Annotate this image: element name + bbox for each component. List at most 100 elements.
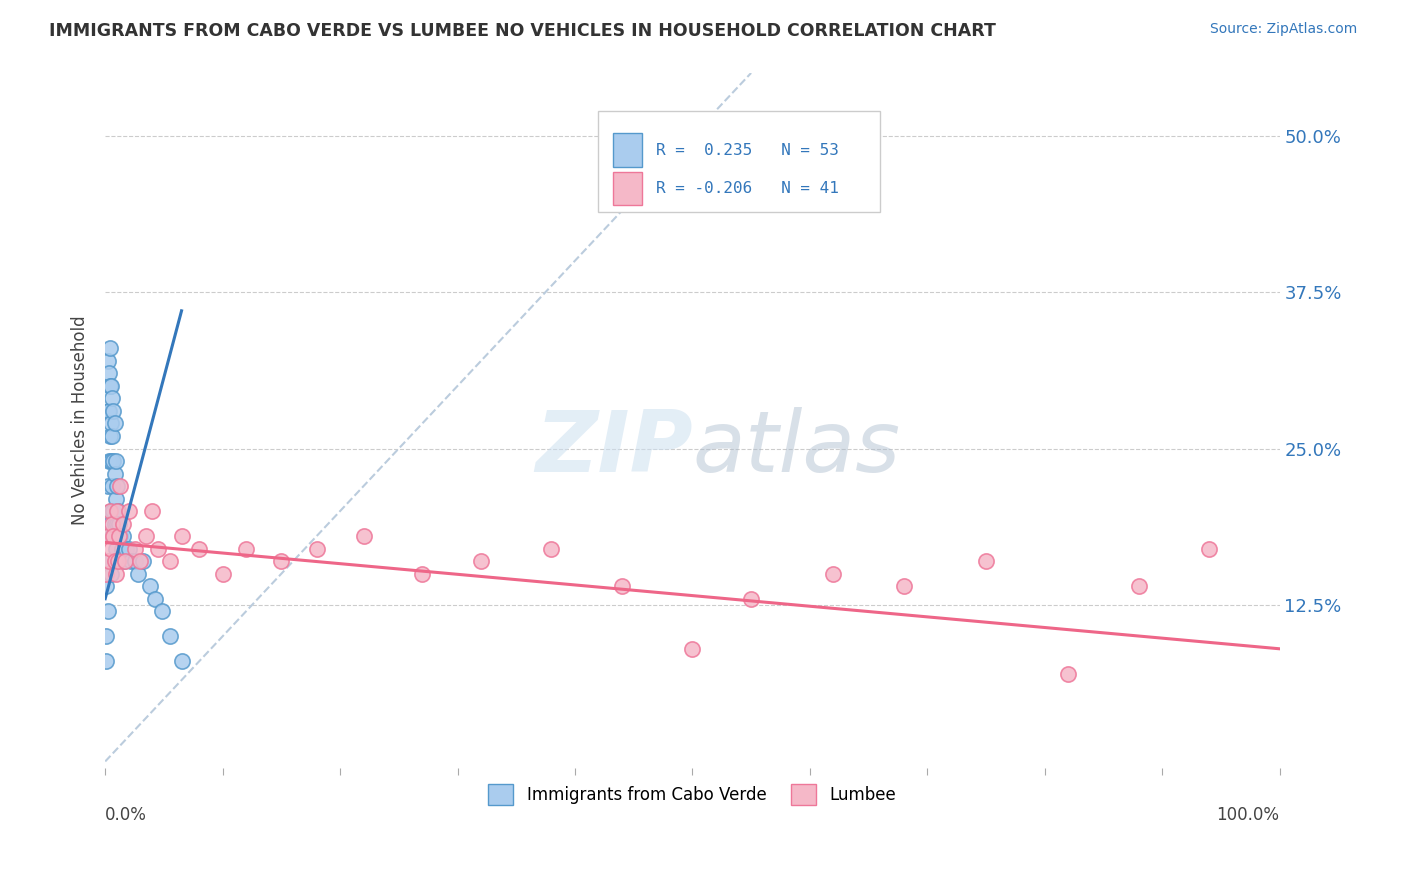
Point: [103, 504, 125, 518]
Point: [98, 342, 121, 356]
Point: [100, 541, 122, 556]
Point: [1128, 579, 1150, 593]
Point: [104, 417, 127, 431]
Point: [96, 654, 118, 668]
Point: [124, 541, 146, 556]
Point: [118, 504, 141, 518]
Point: [104, 554, 127, 568]
Point: [139, 579, 162, 593]
Point: [107, 504, 129, 518]
Point: [105, 504, 128, 518]
Point: [103, 454, 125, 468]
Point: [97, 454, 120, 468]
Point: [98, 429, 121, 443]
Text: ZIP: ZIP: [534, 407, 692, 490]
Point: [120, 554, 142, 568]
Point: [100, 566, 122, 581]
Point: [100, 417, 122, 431]
Point: [110, 479, 132, 493]
Point: [127, 566, 149, 581]
Point: [170, 529, 193, 543]
Point: [118, 541, 141, 556]
Point: [97, 529, 120, 543]
Text: IMMIGRANTS FROM CABO VERDE VS LUMBEE NO VEHICLES IN HOUSEHOLD CORRELATION CHART: IMMIGRANTS FROM CABO VERDE VS LUMBEE NO …: [49, 22, 995, 40]
Point: [170, 654, 193, 668]
Point: [108, 516, 131, 531]
Point: [150, 604, 173, 618]
Text: R =  0.235   N = 53: R = 0.235 N = 53: [657, 143, 839, 158]
Point: [1057, 666, 1080, 681]
Text: R = -0.206   N = 41: R = -0.206 N = 41: [657, 181, 839, 196]
Point: [104, 566, 127, 581]
Text: Source: ZipAtlas.com: Source: ZipAtlas.com: [1209, 22, 1357, 37]
Point: [132, 554, 155, 568]
Point: [110, 529, 132, 543]
Point: [98, 516, 121, 531]
Point: [114, 554, 136, 568]
Point: [470, 554, 492, 568]
Point: [159, 554, 181, 568]
Point: [111, 541, 134, 556]
Point: [740, 591, 762, 606]
Point: [540, 541, 562, 556]
Point: [97, 554, 120, 568]
Point: [111, 516, 134, 531]
Point: [974, 554, 997, 568]
Point: [270, 554, 292, 568]
Point: [188, 541, 211, 556]
Point: [98, 379, 121, 393]
Point: [146, 541, 169, 556]
Point: [97, 354, 120, 368]
Text: 100.0%: 100.0%: [1216, 805, 1279, 824]
Point: [101, 529, 124, 543]
Point: [98, 504, 121, 518]
Point: [105, 479, 128, 493]
Point: [105, 554, 128, 568]
Point: [101, 516, 124, 531]
Point: [105, 516, 128, 531]
Bar: [599, 112, 880, 212]
Point: [129, 554, 152, 568]
Point: [97, 404, 120, 418]
Point: [135, 529, 157, 543]
Point: [101, 429, 124, 443]
Point: [104, 454, 127, 468]
Legend: Immigrants from Cabo Verde, Lumbee: Immigrants from Cabo Verde, Lumbee: [482, 778, 903, 812]
Y-axis label: No Vehicles in Household: No Vehicles in Household: [72, 316, 89, 525]
Point: [104, 541, 127, 556]
Point: [104, 491, 127, 506]
Point: [823, 566, 845, 581]
Point: [97, 367, 120, 381]
Point: [100, 454, 122, 468]
Bar: [613, 134, 643, 167]
Point: [103, 529, 125, 543]
Point: [211, 566, 233, 581]
Point: [101, 392, 124, 406]
Point: [141, 504, 163, 518]
Point: [101, 479, 124, 493]
Point: [97, 554, 120, 568]
Point: [610, 579, 633, 593]
Text: atlas: atlas: [692, 407, 900, 490]
Text: 0.0%: 0.0%: [105, 805, 148, 824]
Point: [681, 641, 703, 656]
Point: [159, 629, 181, 643]
Point: [893, 579, 915, 593]
Point: [1198, 541, 1220, 556]
Point: [124, 554, 146, 568]
Point: [411, 566, 433, 581]
Point: [97, 604, 120, 618]
Point: [103, 404, 125, 418]
Point: [305, 541, 328, 556]
Point: [104, 467, 127, 481]
Point: [235, 541, 257, 556]
Point: [97, 479, 120, 493]
Point: [107, 554, 129, 568]
Point: [96, 629, 118, 643]
Point: [96, 579, 118, 593]
Point: [111, 529, 134, 543]
Point: [96, 566, 118, 581]
Point: [100, 379, 122, 393]
Point: [143, 591, 166, 606]
Point: [115, 541, 138, 556]
